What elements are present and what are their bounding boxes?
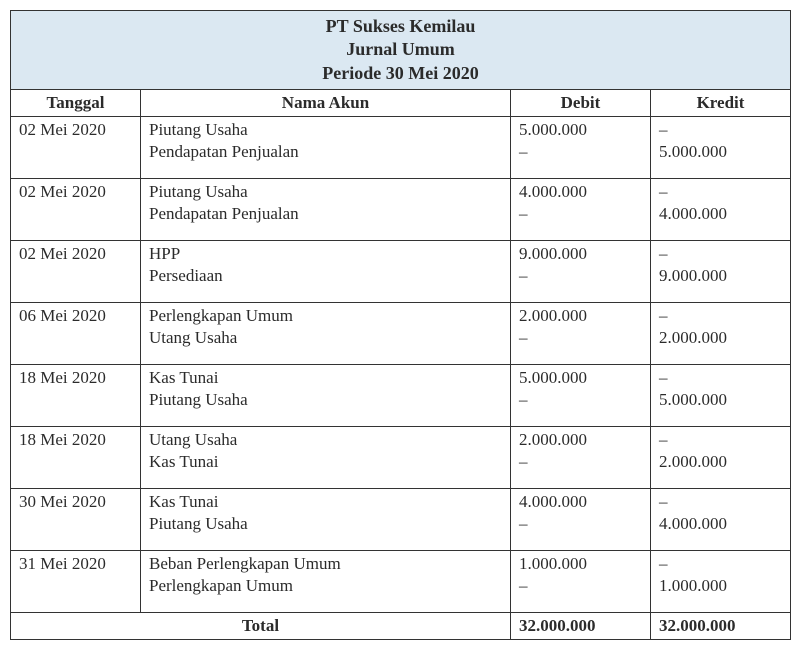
total-label: Total bbox=[11, 613, 511, 640]
entry-date: 02 Mei 2020 bbox=[11, 179, 141, 241]
entry-date: 06 Mei 2020 bbox=[11, 303, 141, 365]
col-account: Nama Akun bbox=[141, 90, 511, 117]
column-headers: Tanggal Nama Akun Debit Kredit bbox=[11, 90, 791, 117]
total-credit: 32.000.000 bbox=[651, 613, 791, 640]
entry-debit: 5.000.000– bbox=[511, 365, 651, 427]
entry-date: 18 Mei 2020 bbox=[11, 427, 141, 489]
journal-entry: 02 Mei 2020Piutang UsahaPendapatan Penju… bbox=[11, 179, 791, 241]
total-debit: 32.000.000 bbox=[511, 613, 651, 640]
entry-date: 30 Mei 2020 bbox=[11, 489, 141, 551]
journal-entry: 30 Mei 2020Kas TunaiPiutang Usaha4.000.0… bbox=[11, 489, 791, 551]
entry-date: 18 Mei 2020 bbox=[11, 365, 141, 427]
journal-entry: 02 Mei 2020HPPPersediaan9.000.000––9.000… bbox=[11, 241, 791, 303]
entry-debit: 1.000.000– bbox=[511, 551, 651, 613]
entry-credit: –4.000.000 bbox=[651, 489, 791, 551]
col-debit: Debit bbox=[511, 90, 651, 117]
journal-table: PT Sukses Kemilau Jurnal Umum Periode 30… bbox=[10, 10, 791, 640]
col-credit: Kredit bbox=[651, 90, 791, 117]
journal-entry: 31 Mei 2020Beban Perlengkapan UmumPerlen… bbox=[11, 551, 791, 613]
journal-name: Jurnal Umum bbox=[19, 38, 782, 61]
entry-credit: –9.000.000 bbox=[651, 241, 791, 303]
entry-accounts: Kas TunaiPiutang Usaha bbox=[141, 365, 511, 427]
entry-accounts: Perlengkapan UmumUtang Usaha bbox=[141, 303, 511, 365]
journal-entry: 18 Mei 2020Utang UsahaKas Tunai2.000.000… bbox=[11, 427, 791, 489]
entry-credit: –4.000.000 bbox=[651, 179, 791, 241]
entry-credit: –2.000.000 bbox=[651, 427, 791, 489]
journal-entry: 18 Mei 2020Kas TunaiPiutang Usaha5.000.0… bbox=[11, 365, 791, 427]
entry-accounts: Beban Perlengkapan UmumPerlengkapan Umum bbox=[141, 551, 511, 613]
entry-date: 02 Mei 2020 bbox=[11, 117, 141, 179]
entry-credit: –2.000.000 bbox=[651, 303, 791, 365]
entry-debit: 4.000.000– bbox=[511, 179, 651, 241]
company-name: PT Sukses Kemilau bbox=[19, 15, 782, 38]
entry-accounts: Utang UsahaKas Tunai bbox=[141, 427, 511, 489]
entry-accounts: Piutang UsahaPendapatan Penjualan bbox=[141, 179, 511, 241]
entry-debit: 4.000.000– bbox=[511, 489, 651, 551]
entry-accounts: Kas TunaiPiutang Usaha bbox=[141, 489, 511, 551]
entry-date: 02 Mei 2020 bbox=[11, 241, 141, 303]
entry-accounts: Piutang UsahaPendapatan Penjualan bbox=[141, 117, 511, 179]
entry-debit: 5.000.000– bbox=[511, 117, 651, 179]
entry-debit: 9.000.000– bbox=[511, 241, 651, 303]
entry-date: 31 Mei 2020 bbox=[11, 551, 141, 613]
entry-credit: –1.000.000 bbox=[651, 551, 791, 613]
journal-body: 02 Mei 2020Piutang UsahaPendapatan Penju… bbox=[11, 117, 791, 613]
entry-debit: 2.000.000– bbox=[511, 303, 651, 365]
total-row: Total 32.000.000 32.000.000 bbox=[11, 613, 791, 640]
period-label: Periode 30 Mei 2020 bbox=[19, 62, 782, 85]
col-date: Tanggal bbox=[11, 90, 141, 117]
entry-accounts: HPPPersediaan bbox=[141, 241, 511, 303]
entry-credit: –5.000.000 bbox=[651, 365, 791, 427]
entry-debit: 2.000.000– bbox=[511, 427, 651, 489]
entry-credit: –5.000.000 bbox=[651, 117, 791, 179]
title-row: PT Sukses Kemilau Jurnal Umum Periode 30… bbox=[11, 11, 791, 90]
journal-entry: 06 Mei 2020Perlengkapan UmumUtang Usaha2… bbox=[11, 303, 791, 365]
journal-entry: 02 Mei 2020Piutang UsahaPendapatan Penju… bbox=[11, 117, 791, 179]
